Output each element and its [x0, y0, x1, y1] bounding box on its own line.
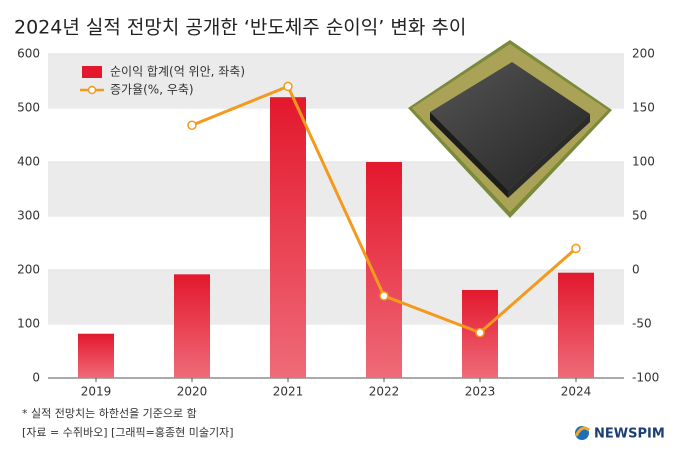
- x-tick-label: 2019: [81, 385, 112, 399]
- y-tick-label: 0: [32, 371, 40, 385]
- grid-band: [48, 270, 624, 324]
- bar: [174, 274, 210, 378]
- bar: [78, 333, 114, 378]
- y2-tick-label: -100: [632, 371, 659, 385]
- y-tick-label: 500: [17, 101, 40, 115]
- bar: [270, 97, 306, 378]
- bar: [558, 272, 594, 378]
- y-tick-label: 600: [17, 47, 40, 61]
- marker: [475, 327, 485, 338]
- x-tick-label: 2022: [369, 385, 400, 399]
- y-tick-label: 300: [17, 209, 40, 223]
- y2-tick-label: 100: [632, 155, 655, 169]
- x-tick-label: 2021: [273, 385, 304, 399]
- marker: [187, 120, 197, 131]
- legend-swatch: [87, 85, 97, 95]
- legend-label: 순이익 합계(억 위안, 좌축): [110, 65, 245, 79]
- y2-tick-label: 0: [632, 263, 640, 277]
- legend-label: 증가율(%, 우축): [110, 83, 194, 97]
- logo-icon: [574, 426, 590, 437]
- marker: [571, 243, 581, 254]
- chart-title: 2024년 실적 전망치 공개한 ‘반도체주 순이익’ 변화 추이: [14, 17, 466, 39]
- marker: [379, 291, 389, 301]
- footnote: [자료 = 수쥐바오] [그래픽=홍종현 미술기자]: [22, 425, 234, 439]
- y-tick-label: 100: [17, 317, 40, 331]
- y2-tick-label: 50: [632, 209, 647, 223]
- y-tick-label: 400: [17, 155, 40, 169]
- y-tick-label: 200: [17, 263, 40, 277]
- y2-tick-label: -50: [632, 317, 652, 331]
- y2-tick-label: 150: [632, 101, 655, 115]
- logo: NEWSPIM: [594, 427, 665, 442]
- x-tick-label: 2023: [465, 385, 496, 399]
- y2-tick-label: 200: [632, 47, 655, 61]
- legend-swatch: [82, 66, 102, 78]
- chip-illustration: [408, 40, 612, 218]
- marker: [283, 81, 293, 92]
- x-tick-label: 2024: [561, 385, 592, 399]
- x-tick-label: 2020: [177, 385, 208, 399]
- footnote: * 실적 전망치는 하한선을 기준으로 함: [22, 406, 197, 420]
